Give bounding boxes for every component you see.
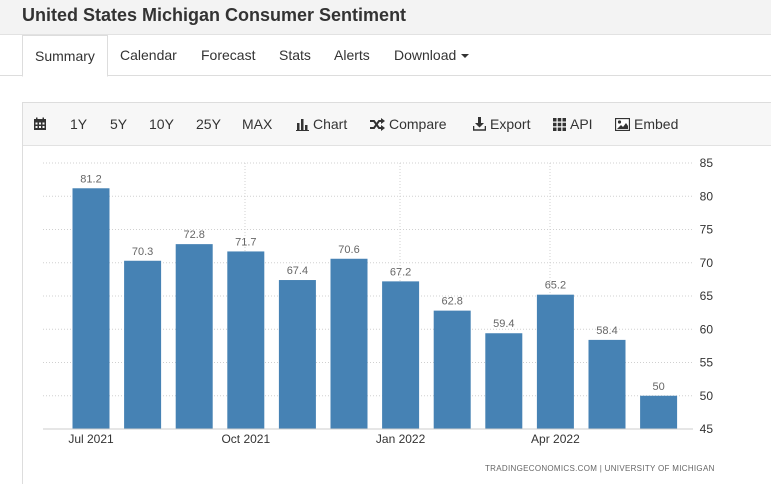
page-title: United States Michigan Consumer Sentimen… <box>22 5 407 25</box>
compare-button[interactable]: Compare <box>369 103 447 145</box>
title-bar: United States Michigan Consumer Sentimen… <box>0 0 771 35</box>
range-1y-button[interactable]: 1Y <box>70 116 88 132</box>
range-5y-button[interactable]: 5Y <box>110 116 128 132</box>
bar-9 <box>536 294 574 429</box>
y-tick-label-5: 70 <box>700 256 714 270</box>
download-icon <box>472 117 487 131</box>
api-button[interactable]: API <box>553 103 593 145</box>
y-tick-label-1: 50 <box>700 389 714 403</box>
bar-7 <box>433 310 471 429</box>
x-tick-label-3: Apr 2022 <box>531 432 580 446</box>
chart-source: TRADINGECONOMICS.COM | UNIVERSITY OF MIC… <box>485 464 715 473</box>
tab-calendar[interactable]: Calendar <box>120 47 177 63</box>
x-tick-label-1: Oct 2021 <box>221 432 270 446</box>
x-tick-label-0: Jul 2021 <box>68 432 114 446</box>
chart-toolbar: 1Y 5Y 10Y 25Y MAX Chart Compare Export A… <box>23 103 771 146</box>
export-button-label: Export <box>490 116 531 132</box>
bar-8 <box>485 333 523 429</box>
bar-value-label-6: 67.2 <box>390 266 411 278</box>
bar-3 <box>227 251 265 429</box>
bar-11 <box>640 395 678 429</box>
calendar-icon[interactable] <box>33 103 51 145</box>
chart-button-label: Chart <box>313 116 348 132</box>
bar-1 <box>124 260 162 429</box>
export-button[interactable]: Export <box>472 103 531 145</box>
range-10y-button[interactable]: 10Y <box>149 116 174 132</box>
bar-value-label-4: 67.4 <box>287 265 308 277</box>
bar-value-label-10: 58.4 <box>596 325 617 337</box>
y-tick-label-7: 80 <box>700 189 714 203</box>
bar-value-label-2: 72.8 <box>183 229 204 241</box>
tab-alerts[interactable]: Alerts <box>334 47 370 63</box>
x-tick-label-2: Jan 2022 <box>376 432 426 446</box>
bar-chart-icon <box>296 119 309 131</box>
shuffle-icon <box>370 118 385 131</box>
range-max-button[interactable]: MAX <box>242 116 273 132</box>
bar-value-label-8: 59.4 <box>493 318 514 330</box>
caret-down-icon <box>461 54 470 59</box>
grid-icon <box>553 118 566 131</box>
tab-download[interactable]: Download <box>394 35 470 75</box>
tab-summary[interactable]: Summary <box>22 35 108 77</box>
y-tick-label-8: 85 <box>700 156 714 170</box>
image-icon <box>614 117 631 132</box>
y-tick-label-6: 75 <box>700 223 714 237</box>
tab-bar: Summary Calendar Forecast Stats Alerts D… <box>0 35 771 77</box>
bar-value-label-7: 62.8 <box>441 296 462 308</box>
compare-button-label: Compare <box>389 116 447 132</box>
y-tick-label-4: 65 <box>700 289 714 303</box>
y-tick-label-2: 55 <box>700 356 714 370</box>
chart-button[interactable]: Chart <box>296 103 347 145</box>
bar-6 <box>382 281 420 429</box>
bar-10 <box>588 339 626 429</box>
bar-0 <box>72 188 110 429</box>
bar-value-label-5: 70.6 <box>338 244 359 256</box>
bar-value-label-3: 71.7 <box>235 236 256 248</box>
api-button-label: API <box>570 116 593 132</box>
bar-value-label-0: 81.2 <box>80 173 101 185</box>
tab-download-label: Download <box>394 47 457 63</box>
bar-value-label-1: 70.3 <box>132 246 153 258</box>
y-tick-label-3: 60 <box>700 322 714 336</box>
range-25y-button[interactable]: 25Y <box>196 116 221 132</box>
bar-2 <box>175 244 213 429</box>
embed-button[interactable]: Embed <box>614 103 679 145</box>
bar-value-label-9: 65.2 <box>545 280 566 292</box>
bar-5 <box>330 258 368 429</box>
bar-value-label-11: 50 <box>652 381 664 393</box>
tab-stats[interactable]: Stats <box>279 47 311 63</box>
tab-forecast[interactable]: Forecast <box>201 47 256 63</box>
y-tick-label-0: 45 <box>700 422 714 436</box>
embed-button-label: Embed <box>634 116 679 132</box>
bar-4 <box>278 280 316 429</box>
